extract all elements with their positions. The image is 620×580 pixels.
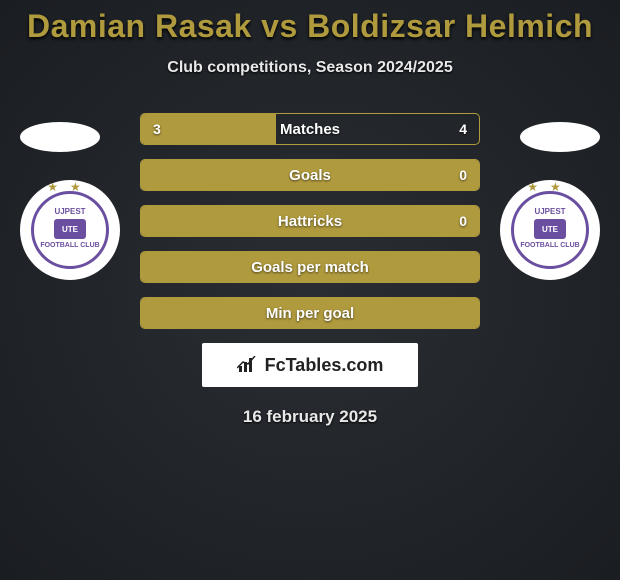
crest-bot-text: FOOTBALL CLUB	[40, 242, 99, 249]
stat-label: Hattricks	[141, 206, 479, 236]
stats-container: Matches34Goals0Hattricks0Goals per match…	[140, 113, 480, 329]
crest-top-text: UJPEST	[534, 207, 565, 216]
player-flag-left	[20, 122, 100, 152]
crest-icon: ★★ UJPEST UTE FOOTBALL CLUB	[511, 191, 589, 269]
stat-label: Matches	[141, 114, 479, 144]
stat-value-right: 0	[459, 160, 467, 190]
club-badge-right: ★★ UJPEST UTE FOOTBALL CLUB	[500, 180, 600, 280]
brand-badge: FcTables.com	[202, 343, 418, 387]
stars-icon: ★★	[47, 180, 93, 194]
stat-row: Matches3 4	[140, 113, 480, 145]
crest-mid-text: UTE	[54, 219, 86, 239]
stat-row: Hattricks0	[140, 205, 480, 237]
stars-icon: ★★	[527, 180, 573, 194]
crest-icon: ★★ UJPEST UTE FOOTBALL CLUB	[31, 191, 109, 269]
stat-label: Goals	[141, 160, 479, 190]
stat-row: Goals per match	[140, 251, 480, 283]
chart-icon	[237, 356, 259, 374]
stat-label: Goals per match	[141, 252, 479, 282]
crest-bot-text: FOOTBALL CLUB	[520, 242, 579, 249]
stat-row: Min per goal	[140, 297, 480, 329]
stat-value-left: 3	[153, 114, 161, 144]
page-title: Damian Rasak vs Boldizsar Helmich	[0, 0, 620, 45]
stat-value-right: 0	[459, 206, 467, 236]
crest-mid-text: UTE	[534, 219, 566, 239]
club-badge-left: ★★ UJPEST UTE FOOTBALL CLUB	[20, 180, 120, 280]
stat-label: Min per goal	[141, 298, 479, 328]
page-subtitle: Club competitions, Season 2024/2025	[0, 59, 620, 77]
player-flag-right	[520, 122, 600, 152]
stat-row: Goals0	[140, 159, 480, 191]
crest-top-text: UJPEST	[54, 207, 85, 216]
date-text: 16 february 2025	[0, 407, 620, 427]
stat-value-right: 4	[459, 114, 467, 144]
brand-text: FcTables.com	[265, 355, 384, 376]
